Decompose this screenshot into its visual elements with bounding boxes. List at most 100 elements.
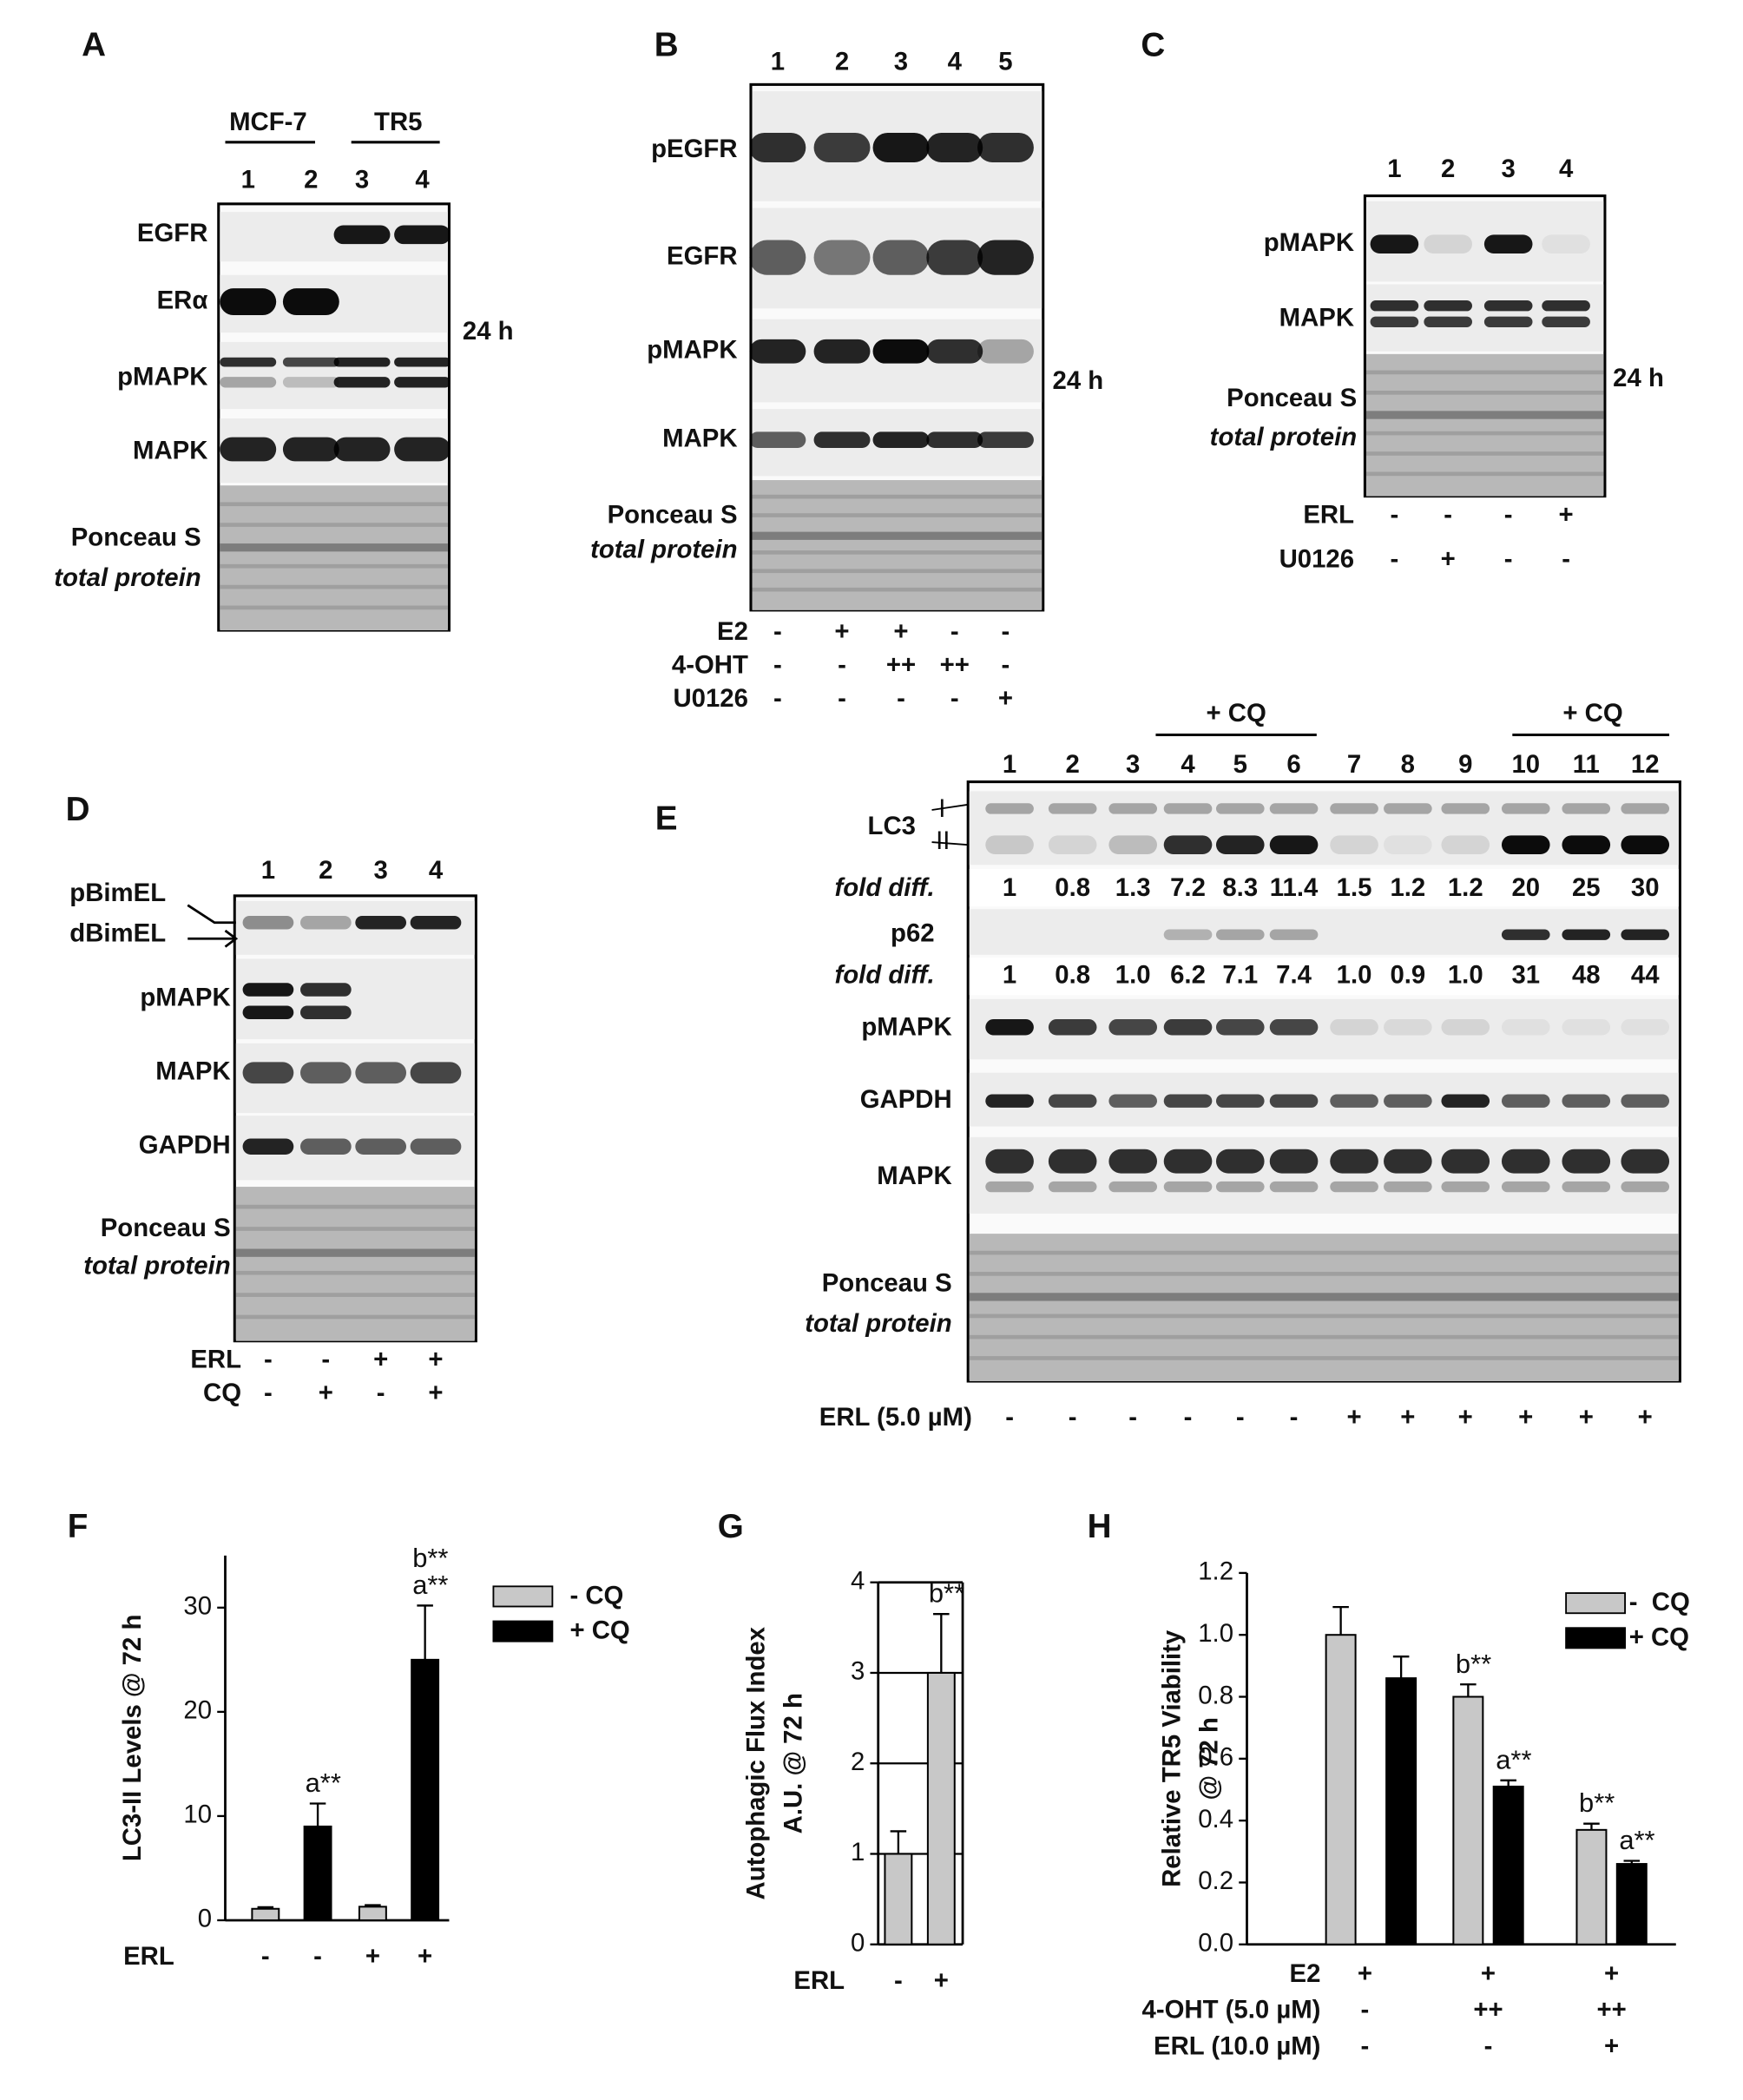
loading-stain [752,480,1043,610]
band [1269,835,1319,854]
row-label: pMAPK [117,362,207,391]
row-label: MAPK [1279,303,1354,332]
treatment-value: - [377,1379,385,1407]
group-label: + CQ [1562,699,1622,727]
band [1384,803,1432,814]
band [1562,1018,1611,1036]
band [813,240,871,275]
bar [411,1658,440,1921]
annotation: b** [1456,1649,1491,1679]
band [1384,1181,1432,1193]
band [1542,300,1590,312]
treatment-value: + [998,684,1013,713]
treatment-label: ERL [1303,500,1354,529]
band [1163,1018,1213,1036]
treatment-value: + [1579,1403,1594,1432]
treatment-value: - [264,1379,273,1407]
band [1542,316,1590,327]
band [1621,835,1670,854]
treatment-label: CQ [203,1379,241,1407]
band [1384,1018,1432,1036]
band [977,132,1034,162]
fold-value: 6.2 [1170,960,1206,989]
band [410,1138,462,1155]
lane-number: 8 [1401,750,1415,779]
band [220,288,277,316]
lane-number: 2 [835,47,849,76]
row-label: EGFR [137,219,207,247]
lane-number: 2 [304,165,318,194]
fold-value: 1 [1003,873,1016,902]
band [1562,929,1611,940]
loading-stripe [235,1270,475,1275]
treatment-value: - [321,1346,330,1374]
treatment-value: - [264,1346,273,1374]
band [333,437,391,462]
loading-stripe [220,543,448,552]
band [926,431,983,448]
rule [931,803,969,811]
fold-value: 0.9 [1390,960,1425,989]
loading-stripe [220,502,448,507]
bar [884,1853,913,1945]
blot-strip [969,909,1679,955]
row-label: pMAPK [647,336,737,365]
row-label: MAPK [155,1057,230,1086]
panel-label: D [66,791,90,828]
loading-label: total protein [805,1309,951,1338]
band [1621,1149,1670,1174]
panel-label: A [82,26,106,63]
band [926,240,983,275]
band [1501,1181,1550,1193]
loading-label: Ponceau S [822,1269,952,1298]
band [749,431,806,448]
band [1215,803,1265,814]
band [1108,803,1158,814]
fold-value: 1.2 [1448,873,1483,902]
band [1424,316,1472,327]
treatment-label: 4-OHT [672,650,748,679]
band [872,132,930,162]
band [985,1181,1034,1193]
lane-number: 7 [1347,750,1361,779]
row-label: EGFR [667,241,737,270]
condition-value: + [1358,1959,1372,1988]
treatment-value: - [838,684,846,713]
error-bar [309,1802,326,1827]
fold-value: 20 [1511,873,1540,902]
band [1330,1018,1378,1036]
treatment-value: - [1069,1403,1077,1432]
treatment-value: + [1518,1403,1533,1432]
time-label: 24 h [463,317,514,346]
x-tick-label: - [261,1942,270,1971]
band [1163,1094,1213,1108]
y-tick-label: 20 [183,1696,212,1725]
loading-stain [235,1187,475,1341]
row-label: GAPDH [860,1085,952,1114]
annotation: b** [412,1543,448,1573]
error-bar [365,1904,381,1907]
fold-value: 1 [1003,960,1016,989]
band [1501,803,1550,814]
band [1501,1018,1550,1036]
fold-value: 48 [1572,960,1601,989]
lane-number: 2 [1066,750,1080,779]
band [1215,1094,1265,1108]
bar [926,1671,956,1945]
band [394,225,451,245]
fold-value: 7.4 [1276,960,1312,989]
lane-number: 1 [241,165,255,194]
band [282,357,339,367]
row-label: pBimEL [69,879,166,907]
x-tick-label: + [934,1966,949,1995]
lane-number: 4 [1559,155,1574,183]
band [1048,1149,1097,1174]
band [926,132,983,162]
loading-label: Ponceau S [1227,384,1357,412]
treatment-value: - [1236,1403,1245,1432]
fold-value: 0.8 [1055,873,1090,902]
band [977,240,1034,275]
loading-stripe [969,1293,1679,1301]
band [926,339,983,364]
